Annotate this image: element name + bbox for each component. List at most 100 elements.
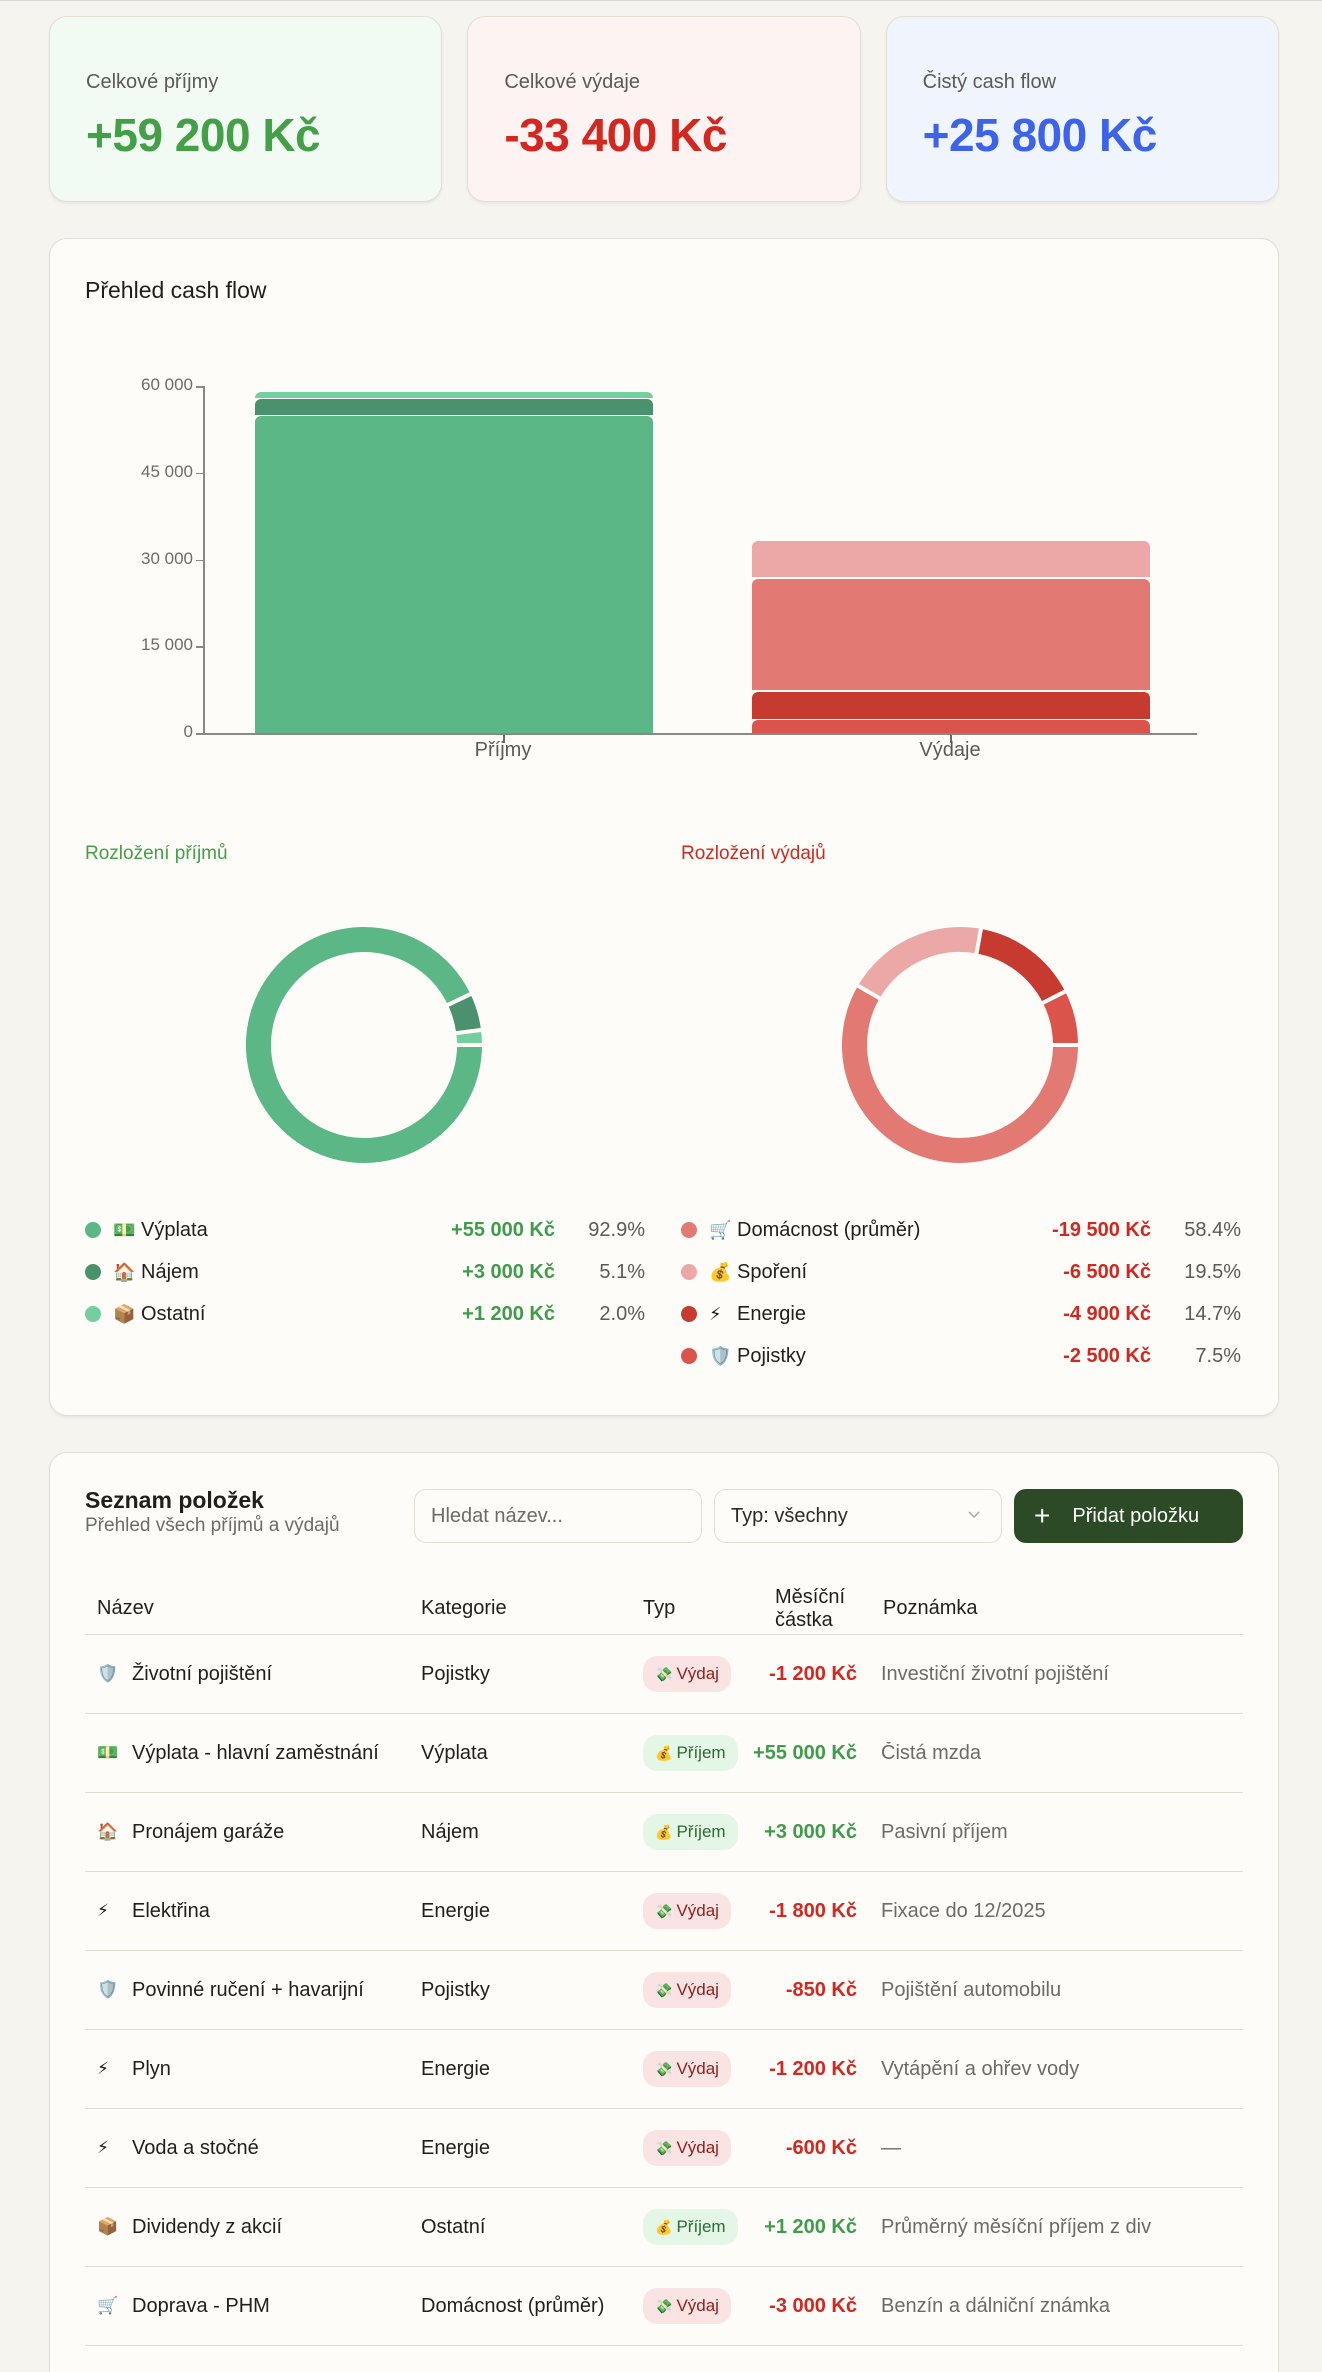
money-wings-icon: 💸 xyxy=(655,1665,673,1682)
legend-percent: 19.5% xyxy=(1184,1260,1241,1283)
search-input[interactable] xyxy=(414,1489,702,1543)
cell-name: 🛡️ Povinné ručení + havarijní xyxy=(85,1979,421,2002)
item-name: Pronájem garáže xyxy=(132,1820,285,1843)
cell-amount: -1 200 Kč xyxy=(769,1662,857,1685)
column-header-type[interactable]: Typ xyxy=(643,1597,676,1619)
cell-category: Pojistky xyxy=(421,1662,490,1685)
type-label: Příjem xyxy=(676,1822,726,1841)
donut-slice-dom-cnost-pr-m-r-[interactable] xyxy=(840,981,1080,1165)
item-name: Doprava - PHM xyxy=(132,2294,270,2317)
category-icon: 🛒 xyxy=(709,1219,732,1240)
table-row[interactable]: 📦 Dividendy z akcií Ostatní 💰 Příjem +1 200 K… xyxy=(85,2188,1243,2267)
column-header-name[interactable]: Název xyxy=(97,1597,154,1619)
table-row[interactable]: 🏠 Pronájem garáže Nájem 💰 Příjem +3 000 Kč Pas… xyxy=(85,1793,1243,1872)
list-subtitle: Přehled všech příjmů a výdajů xyxy=(85,1515,340,1536)
legend-color-dot xyxy=(681,1264,697,1280)
item-name: Výplata - hlavní zaměstnání xyxy=(132,1741,379,1764)
legend-amount: +3 000 Kč xyxy=(462,1260,555,1283)
y-tick-label: 60 000 xyxy=(141,375,193,394)
table-row[interactable]: ⚡ Plyn Energie 💸 Výdaj -1 200 Kč Vytápění a oh… xyxy=(85,2030,1243,2109)
cell-category: Ostatní xyxy=(421,2215,486,2238)
type-badge: 💸 Výdaj xyxy=(643,2288,731,2324)
x-tick-mark xyxy=(950,735,952,743)
table-row[interactable]: 💵 Výplata - hlavní zaměstnání Výplata 💰 Příj… xyxy=(85,1714,1243,1793)
item-name: Plyn xyxy=(132,2057,171,2080)
bar-segment-v-plata[interactable] xyxy=(255,416,653,733)
bar-segment-n-jem[interactable] xyxy=(255,399,653,415)
table-body: 🛡️ Životní pojištění Pojistky 💸 Výdaj -1 200 … xyxy=(85,1635,1243,2346)
cell-name: 🛡️ Životní pojištění xyxy=(85,1663,421,1686)
cell-amount: -1 200 Kč xyxy=(769,2057,857,2080)
cell-amount: +55 000 Kč xyxy=(753,1741,857,1764)
cell-amount: -1 800 Kč xyxy=(769,1899,857,1922)
cell-note: Čistá mzda xyxy=(881,1741,982,1764)
cell-category: Energie xyxy=(421,2136,490,2159)
item-name: Životní pojištění xyxy=(132,1662,273,1685)
category-icon: 🛡️ xyxy=(97,1664,119,1683)
legend-item: 🛡️ Pojistky -2 500 Kč 7.5% xyxy=(681,1335,1241,1377)
category-icon: 🛡️ xyxy=(709,1345,732,1366)
cell-category: Energie xyxy=(421,2057,490,2080)
legend-label: Energie xyxy=(737,1302,806,1325)
donut-slice-ostatn-[interactable] xyxy=(452,1027,484,1047)
bar-segment-dom-cnost-pr-m-r-[interactable] xyxy=(752,578,1150,691)
plus-icon: + xyxy=(1034,1500,1051,1531)
income-legend: 💵 Výplata +55 000 Kč 92.9% 🏠 Nájem +3 000 Kč 5.… xyxy=(85,1209,645,1335)
y-tick-mark xyxy=(196,733,204,735)
cell-note: Pojištění automobilu xyxy=(881,1978,1062,2001)
donut-slice-energie[interactable] xyxy=(973,925,1070,1007)
bar-segment-energie[interactable] xyxy=(752,691,1150,719)
legend-item: 🏠 Nájem +3 000 Kč 5.1% xyxy=(85,1251,645,1293)
expense-breakdown-title: Rozložení výdajů xyxy=(681,843,826,864)
net-cashflow-label: Čistý cash flow xyxy=(922,71,1057,93)
type-filter-select[interactable]: Typ: všechny xyxy=(714,1489,1002,1543)
list-title: Seznam položek xyxy=(85,1487,264,1513)
legend-percent: 7.5% xyxy=(1195,1344,1241,1367)
table-row[interactable]: 🛡️ Povinné ručení + havarijní Pojistky 💸 Výd… xyxy=(85,1951,1243,2030)
legend-percent: 5.1% xyxy=(599,1260,645,1283)
donut-slice-v-plata[interactable] xyxy=(244,925,484,1165)
category-icon: 🛡️ xyxy=(97,1980,119,1999)
type-label: Výdaj xyxy=(676,2296,719,2315)
category-icon: ⚡ xyxy=(97,1901,109,1920)
table-row[interactable]: ⚡ Voda a stočné Energie 💸 Výdaj -600 Kč — xyxy=(85,2109,1243,2188)
cell-category: Domácnost (průměr) xyxy=(421,2294,605,2317)
type-filter-value: Typ: všechny xyxy=(731,1504,848,1527)
cashflow-overview-panel: Přehled cash flow 0 15 000 30 000 45 000 60 … xyxy=(49,238,1279,1416)
category-icon: 🏠 xyxy=(113,1261,136,1282)
legend-amount: -19 500 Kč xyxy=(1052,1218,1151,1241)
column-header-category[interactable]: Kategorie xyxy=(421,1597,507,1619)
bar-segment-ostatn-[interactable] xyxy=(255,392,653,398)
bar-segment-pojistky[interactable] xyxy=(752,720,1150,733)
item-name: Voda a stočné xyxy=(132,2136,259,2159)
category-icon: ⚡ xyxy=(709,1303,722,1324)
donut-slice-spo-en-[interactable] xyxy=(853,925,984,1002)
table-row[interactable]: 🛒 Doprava - PHM Domácnost (průměr) 💸 Výdaj -3… xyxy=(85,2267,1243,2346)
items-table: Název Kategorie Typ Měsíční částka Pozná… xyxy=(85,1583,1243,2346)
total-expenses-value: -33 400 Kč xyxy=(504,109,727,161)
legend-label: Ostatní xyxy=(141,1302,206,1325)
table-row[interactable]: ⚡ Elektřina Energie 💸 Výdaj -1 800 Kč Fixace d… xyxy=(85,1872,1243,1951)
type-label: Výdaj xyxy=(676,1901,719,1920)
bar-segment-spo-en-[interactable] xyxy=(752,541,1150,578)
column-header-note[interactable]: Poznámka xyxy=(883,1597,978,1619)
type-label: Výdaj xyxy=(676,1980,719,1999)
cell-category: Výplata xyxy=(421,1741,488,1764)
type-label: Příjem xyxy=(676,1743,726,1762)
money-wings-icon: 💸 xyxy=(655,2139,673,2156)
legend-label: Nájem xyxy=(141,1260,199,1283)
cell-type: 💰 Příjem xyxy=(643,1814,753,1850)
table-header: Název Kategorie Typ Měsíční částka Pozná… xyxy=(85,1583,1243,1635)
legend-item: 🛒 Domácnost (průměr) -19 500 Kč 58.4% xyxy=(681,1209,1241,1251)
x-tick-label: Příjmy xyxy=(474,739,532,761)
donut-slice-pojistky[interactable] xyxy=(1038,987,1080,1047)
cell-type: 💰 Příjem xyxy=(643,1735,753,1771)
legend-percent: 58.4% xyxy=(1184,1218,1241,1241)
items-list-panel: Seznam položek Přehled všech příjmů a vý… xyxy=(49,1452,1279,2372)
table-row[interactable]: 🛡️ Životní pojištění Pojistky 💸 Výdaj -1 200 … xyxy=(85,1635,1243,1714)
type-badge: 💸 Výdaj xyxy=(643,1972,731,2008)
add-item-button[interactable]: + Přidat položku xyxy=(1014,1489,1243,1543)
x-tick-mark xyxy=(503,735,505,743)
y-tick-mark xyxy=(196,386,204,388)
column-header-amount[interactable]: Měsíční částka xyxy=(775,1585,846,1631)
